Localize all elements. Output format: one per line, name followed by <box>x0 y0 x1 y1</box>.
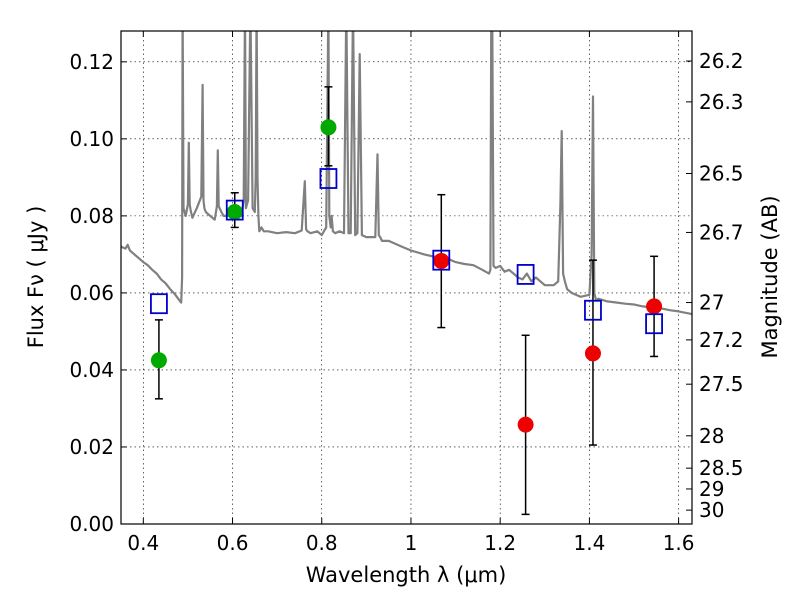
data-point-circle <box>150 352 167 369</box>
spectrum-line <box>121 31 692 316</box>
x-tick-label: 0.8 <box>306 531 338 555</box>
y-tick-label: 0.02 <box>69 435 114 459</box>
mag-tick-label: 30 <box>699 498 724 522</box>
x-tick-label: 1.6 <box>663 531 695 555</box>
data-point-circle <box>320 119 337 136</box>
plot-frame <box>120 30 693 525</box>
mag-tick-label: 26.5 <box>699 162 744 186</box>
model-photometry-square <box>225 199 244 221</box>
mag-tick-label: 26.2 <box>699 49 744 73</box>
model-photometry-square <box>584 299 602 321</box>
model-photometry-square <box>432 249 451 271</box>
mag-tick-label: 27.2 <box>699 328 744 352</box>
y-tick-label: 0.10 <box>69 127 114 151</box>
mag-tick-label: 29 <box>699 477 724 501</box>
x-tick-label: 1 <box>405 531 418 555</box>
mag-tick-label: 26.7 <box>699 220 744 244</box>
y-tick-label: 0.08 <box>69 204 114 228</box>
error-bars <box>154 86 659 516</box>
y-tick-label: 0.06 <box>69 281 114 305</box>
data-point-circle <box>584 345 601 362</box>
data-point-circle <box>226 204 243 221</box>
axis-ticks: 0.4 0.6 0.8 1 1.2 1.4 1.6 0.00 0.02 0.04 0.06 0.08 0… <box>69 31 744 555</box>
mag-tick-label: 28.5 <box>699 456 744 480</box>
mag-tick-label: 27.5 <box>699 372 744 396</box>
model-photometry-square <box>516 264 535 285</box>
data-point-circle <box>517 416 534 433</box>
y-tick-label: 0.04 <box>69 358 114 382</box>
x-tick-label: 0.4 <box>127 531 159 555</box>
model-photometry-square <box>319 168 338 189</box>
x-tick-label: 0.6 <box>217 531 249 555</box>
mag-tick-label: 27 <box>699 291 724 315</box>
mag-tick-label: 26.3 <box>699 90 744 114</box>
data-point-circle <box>433 252 450 269</box>
x-tick-label: 1.2 <box>484 531 516 555</box>
y-axis-title-right: Magnitude (AB) <box>758 195 782 358</box>
y-axis-title-left: Flux Fν ( μJy ) <box>24 206 48 349</box>
data-point-circle <box>646 298 663 315</box>
model-photometry-square <box>645 313 663 335</box>
mag-tick-label: 28 <box>699 424 724 448</box>
data-markers <box>150 119 663 433</box>
y-tick-label: 0.00 <box>69 512 114 536</box>
grid-lines <box>121 31 692 525</box>
x-axis-title: Wavelength λ (μm) <box>306 563 507 587</box>
x-tick-label: 1.4 <box>573 531 605 555</box>
model-photometry-square <box>150 293 168 315</box>
model-spectrum <box>121 31 692 316</box>
y-tick-label: 0.12 <box>69 50 114 74</box>
